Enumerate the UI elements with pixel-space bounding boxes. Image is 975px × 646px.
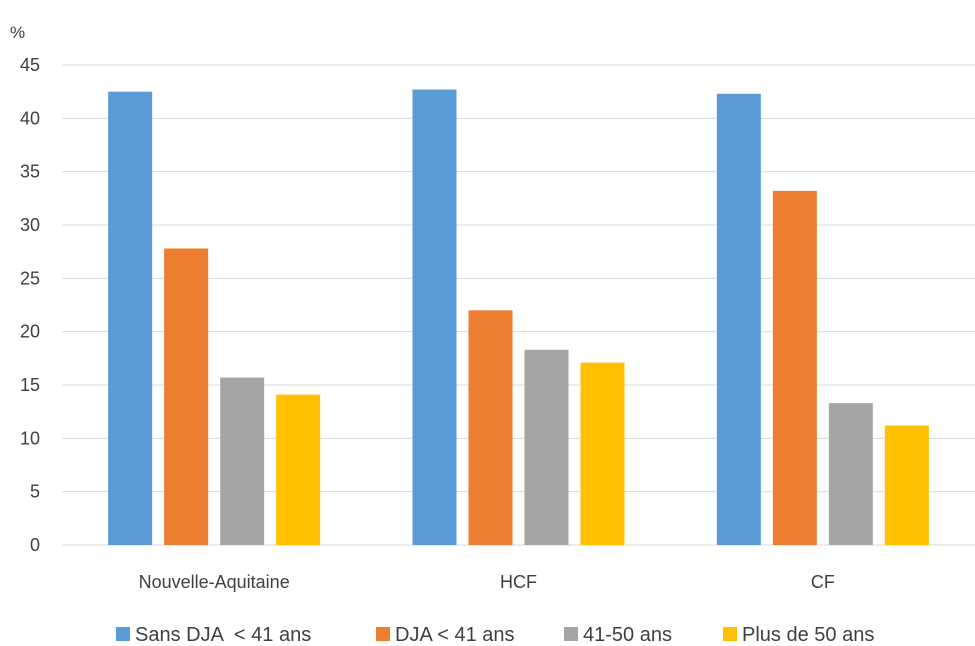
y-tick-label: 5 bbox=[30, 482, 40, 502]
bar-4-3 bbox=[884, 425, 929, 545]
legend-label: Plus de 50 ans bbox=[742, 624, 874, 646]
y-tick-label: 15 bbox=[20, 375, 40, 395]
bar-1-3 bbox=[716, 93, 761, 546]
legend-label: 41-50 ans bbox=[583, 624, 672, 646]
legend-swatch bbox=[376, 627, 390, 641]
legend-swatch bbox=[564, 627, 578, 641]
x-category-label: HCF bbox=[500, 572, 537, 592]
bar-3-1 bbox=[220, 377, 265, 545]
legend-swatch bbox=[723, 627, 737, 641]
bar-2-3 bbox=[772, 190, 817, 545]
bars bbox=[108, 89, 929, 546]
x-category-label: CF bbox=[811, 572, 835, 592]
bar-3-2 bbox=[524, 349, 569, 545]
y-tick-label: 10 bbox=[20, 428, 40, 448]
x-axis: Nouvelle-Aquitaine HCF CF bbox=[139, 572, 835, 592]
y-tick-label: 0 bbox=[30, 535, 40, 555]
y-tick-label: 25 bbox=[20, 268, 40, 288]
bar-1-2 bbox=[412, 89, 457, 546]
bar-1-1 bbox=[108, 91, 153, 546]
y-tick-label: 45 bbox=[20, 55, 40, 75]
bar-2-2 bbox=[468, 310, 513, 545]
legend-swatch bbox=[116, 627, 130, 641]
bar-2-1 bbox=[164, 248, 209, 545]
y-axis-unit-label: % bbox=[10, 23, 25, 42]
gridlines bbox=[62, 64, 975, 546]
y-tick-label: 40 bbox=[20, 108, 40, 128]
y-tick-label: 30 bbox=[20, 215, 40, 235]
legend-label: DJA < 41 ans bbox=[395, 624, 515, 646]
legend-label: Sans DJA < 41 ans bbox=[135, 624, 311, 646]
y-tick-label: 20 bbox=[20, 322, 40, 342]
legend: Sans DJA < 41 ans DJA < 41 ans 41-50 ans Pl… bbox=[116, 624, 874, 646]
x-category-label: Nouvelle-Aquitaine bbox=[139, 572, 290, 592]
y-axis: % 0 5 10 15 20 25 30 35 40 45 bbox=[10, 23, 40, 555]
y-tick-label: 35 bbox=[20, 162, 40, 182]
bar-4-1 bbox=[276, 394, 321, 545]
bar-3-3 bbox=[828, 403, 873, 545]
bar-4-2 bbox=[580, 362, 625, 545]
